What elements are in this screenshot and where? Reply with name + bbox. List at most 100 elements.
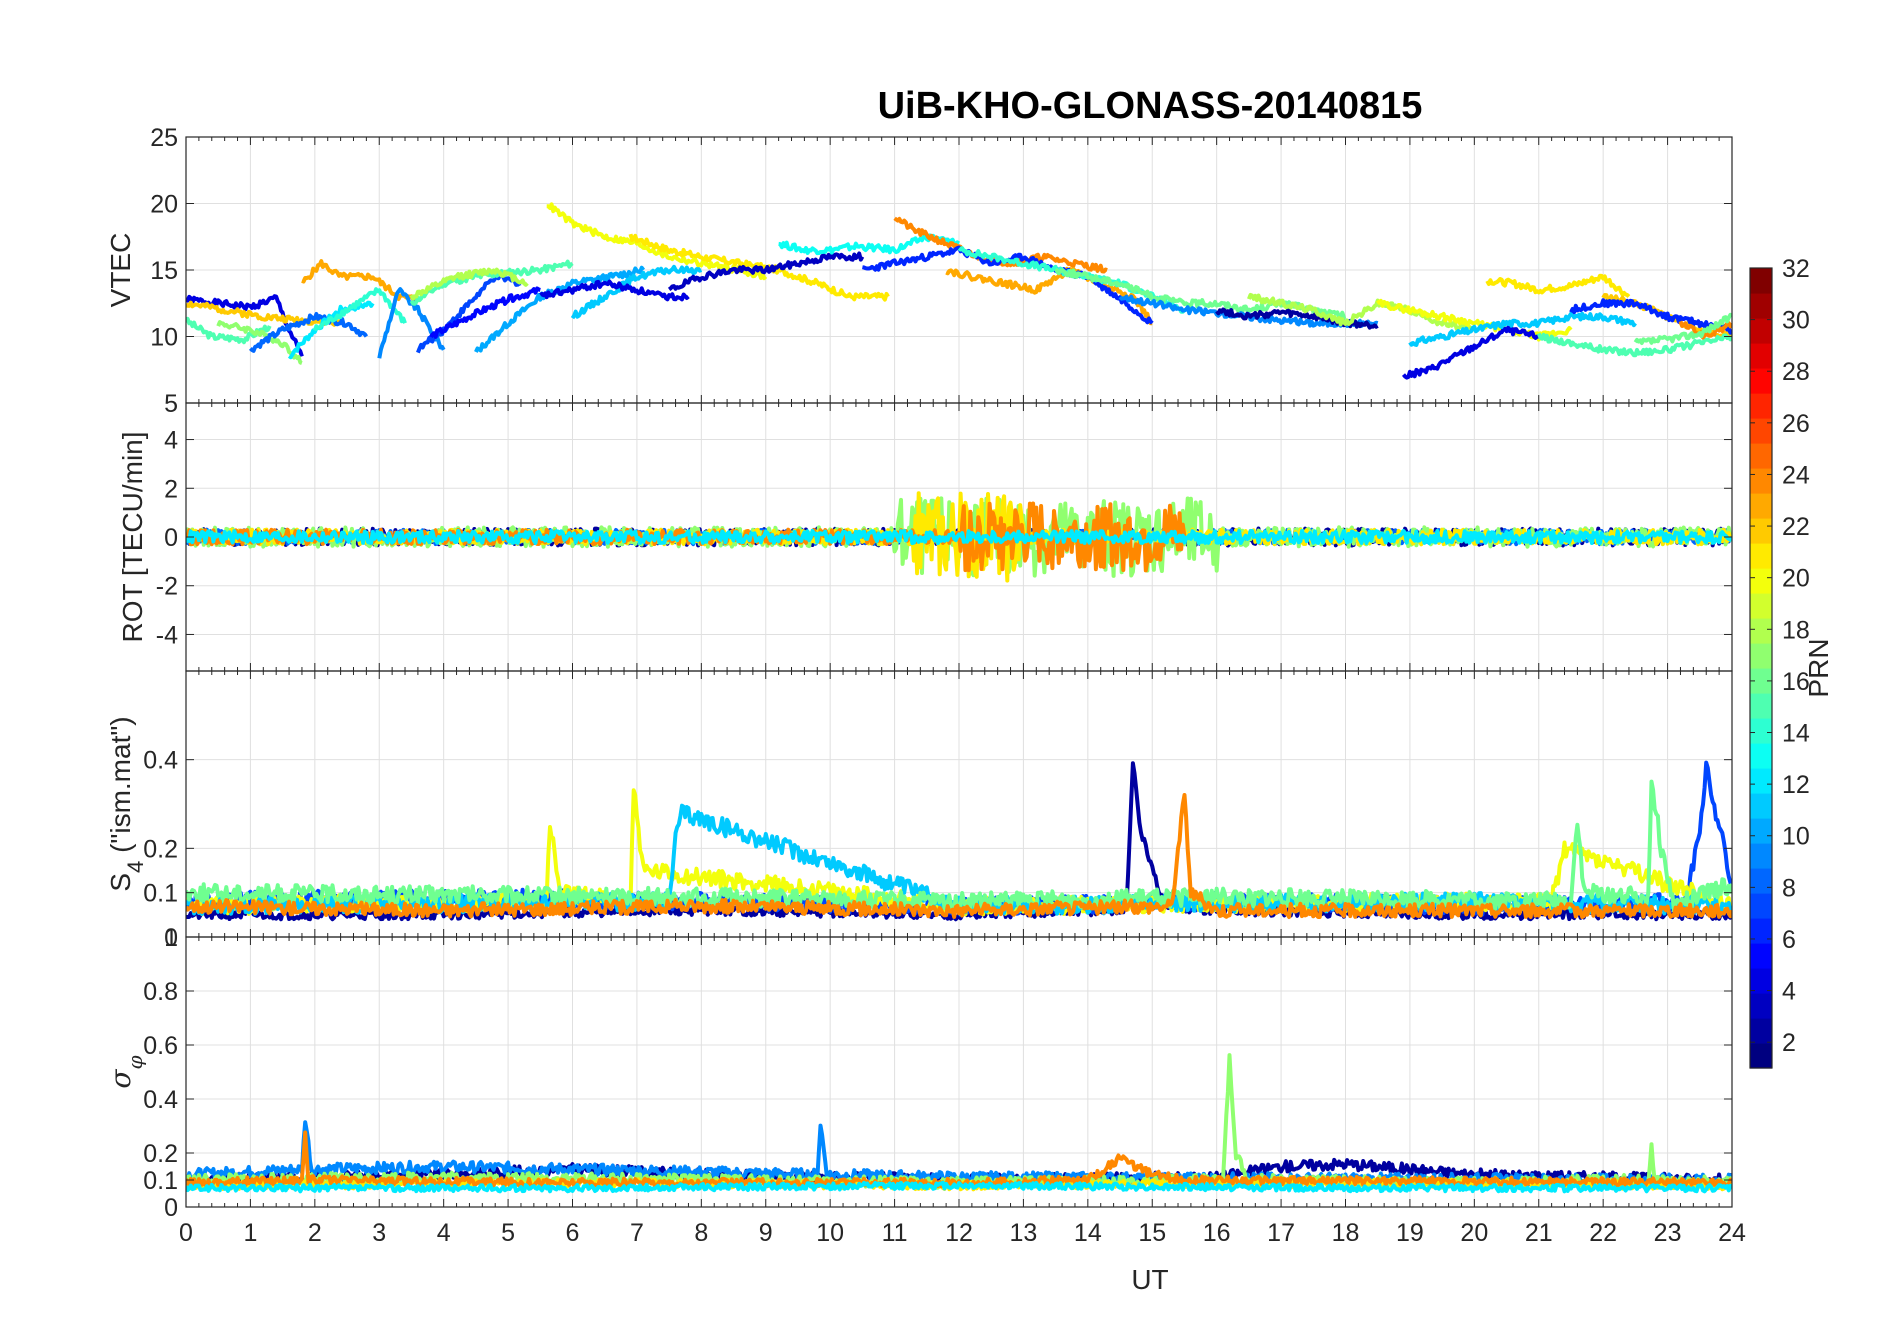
y-tick-label: 1 [164, 924, 178, 952]
x-axis-label: UT [1131, 1264, 1168, 1295]
y-axis-label: ROT [TECU/min] [117, 431, 148, 642]
y-tick-label: 0.6 [143, 1032, 178, 1060]
series-line-prn-16 [1054, 267, 1347, 320]
series-line-prn-4 [186, 294, 304, 357]
x-tick-label: 18 [1332, 1219, 1360, 1247]
colorbar-segment [1750, 768, 1772, 794]
y-tick-label: -2 [156, 573, 178, 601]
y-tick-label: 5 [164, 390, 178, 418]
colorbar-segment [1750, 393, 1772, 419]
colorbar-segment [1750, 443, 1772, 469]
colorbar-tick-label: 4 [1782, 978, 1796, 1006]
colorbar-tick-label: 26 [1782, 410, 1810, 438]
series-line-prn-24 [1678, 320, 1732, 340]
series-line-prn-3 [667, 251, 865, 292]
x-tick-label: 12 [945, 1219, 973, 1247]
series-line-prn-4 [539, 279, 690, 302]
panel-2: -4 -2 0 2 4 ROT [TECU/min] [117, 402, 1733, 672]
series-line-prn-15 [1536, 332, 1732, 358]
series-line-prn-5 [429, 286, 541, 339]
y-tick-label: 0 [164, 524, 178, 552]
colorbar-segment [1750, 568, 1772, 594]
colorbar-segment [1750, 643, 1772, 669]
series-line-prn-23 [301, 259, 420, 304]
x-tick-label: 19 [1396, 1219, 1424, 1247]
series-line-prn-18 [1247, 292, 1476, 332]
series-group [186, 202, 1732, 380]
colorbar-segment [1750, 1018, 1772, 1044]
x-tick-label: 8 [694, 1219, 708, 1247]
x-tick-label: 16 [1203, 1219, 1231, 1247]
colorbar-segment [1750, 968, 1772, 994]
x-tick-label: 10 [816, 1219, 844, 1247]
y-tick-label: -4 [156, 621, 178, 649]
series-line-prn-22 [186, 300, 343, 327]
x-tick-label: 3 [372, 1219, 386, 1247]
chart-title: UiB-KHO-GLONASS-20140815 [878, 85, 1423, 127]
colorbar-segment [1750, 618, 1772, 644]
colorbar-segment [1750, 918, 1772, 944]
colorbar-segment [1750, 468, 1772, 494]
colorbar-segment [1750, 368, 1772, 394]
colorbar-segment [1750, 718, 1772, 744]
y-tick-label: 2 [164, 475, 178, 503]
y-tick-label: 0.8 [143, 978, 178, 1006]
colorbar-segment [1750, 543, 1772, 569]
series-line-prn-12 [287, 300, 375, 360]
colorbar-segment [1750, 693, 1772, 719]
y-tick-label: 0 [164, 924, 178, 952]
y-tick-label: 20 [150, 191, 178, 219]
x-tick-label: 11 [882, 1219, 908, 1247]
panel-3: 0 0.1 0.2 0.4S4 ("ism.mat") [105, 670, 1733, 952]
y-tick-label: 10 [150, 324, 178, 352]
colorbar-tick-label: 28 [1782, 358, 1810, 386]
y-tick-label: 0.4 [143, 747, 178, 775]
series-line-prn-10 [474, 265, 646, 353]
series-line-prn-4 [1401, 325, 1540, 380]
x-tick-label: 6 [566, 1219, 580, 1247]
series-line-prn-23 [945, 266, 1153, 326]
colorbar-segment [1750, 268, 1772, 294]
colorbar-frame [1749, 267, 1773, 1069]
x-tick-label: 2 [308, 1219, 322, 1247]
colorbar-segment [1750, 318, 1772, 344]
series-line-prn-21 [1485, 273, 1631, 299]
colorbar-segment [1750, 743, 1772, 769]
series-line-prn-20 [1376, 298, 1573, 342]
y-tick-label: 0.4 [143, 1086, 178, 1114]
x-tick-label: 20 [1460, 1219, 1488, 1247]
colorbar-segment [1750, 518, 1772, 544]
colorbar-label: PRN [1803, 638, 1834, 697]
x-tick-label: 5 [501, 1219, 515, 1247]
y-tick-label: 0.2 [143, 835, 178, 863]
colorbar-tick-label: 8 [1782, 874, 1796, 902]
series-line-prn-11 [570, 264, 703, 320]
x-tick-label: 13 [1010, 1219, 1038, 1247]
colorbar-tick-label: 32 [1782, 255, 1810, 283]
x-tick-label: 22 [1589, 1219, 1617, 1247]
series-line-prn-18 [409, 267, 529, 301]
x-tick-label: 23 [1654, 1219, 1682, 1247]
colorbar-segment [1750, 293, 1772, 319]
colorbar-tick-label: 16 [1782, 668, 1810, 696]
x-tick-label: 15 [1138, 1219, 1166, 1247]
y-tick-label: 0.2 [143, 1140, 178, 1168]
y-axis-label: VTEC [105, 233, 136, 308]
x-tick-label: 0 [179, 1219, 193, 1247]
x-tick-label: 24 [1718, 1219, 1746, 1247]
x-tick-label: 9 [759, 1219, 773, 1247]
colorbar-tick-label: 20 [1782, 565, 1810, 593]
y-tick-label: 0.1 [143, 880, 178, 908]
colorbar-segment [1750, 943, 1772, 969]
colorbar-tick-label: 14 [1782, 720, 1810, 748]
y-tick-label: 4 [164, 427, 178, 455]
colorbar-tick-label: 30 [1782, 307, 1810, 335]
colorbar-segment [1750, 818, 1772, 844]
series-group [186, 1053, 1732, 1194]
y-axis-label: σφ [104, 1055, 147, 1088]
series-line-prn-12 [186, 528, 1732, 546]
colorbar-segment [1750, 868, 1772, 894]
